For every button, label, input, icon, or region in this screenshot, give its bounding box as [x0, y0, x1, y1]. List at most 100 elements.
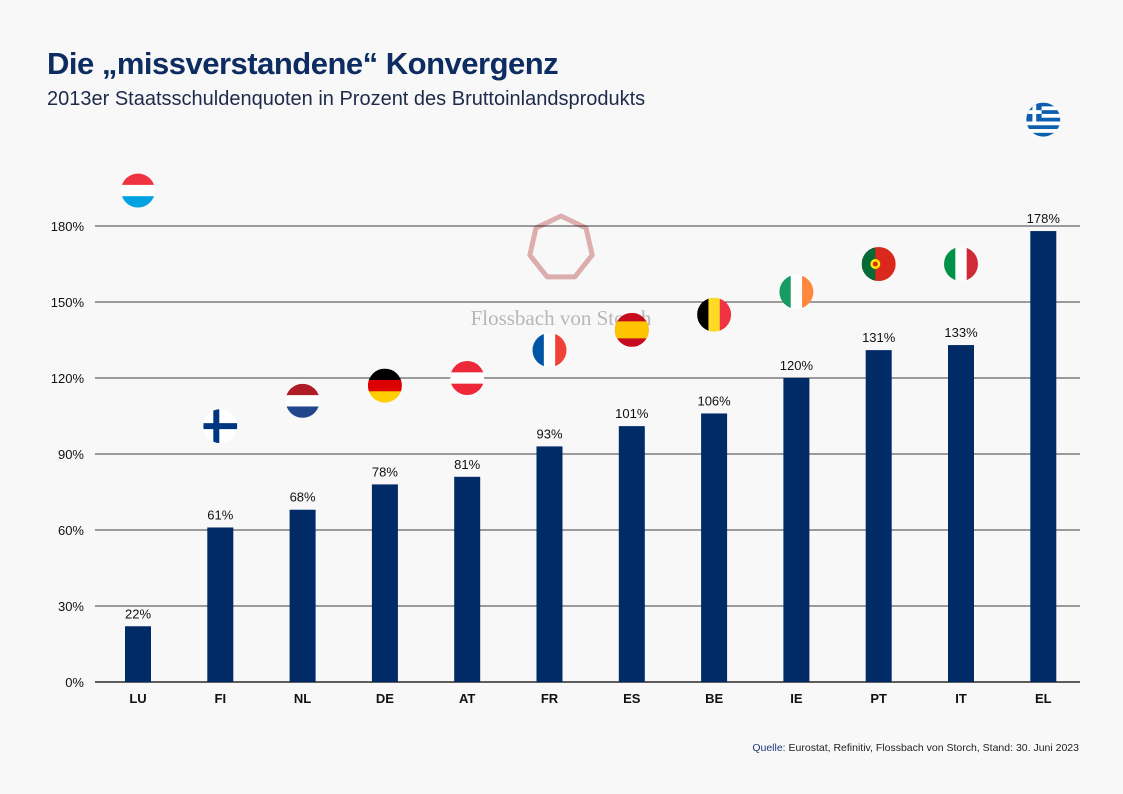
data-label: 81%: [454, 457, 480, 472]
flag-stripe: [285, 395, 320, 407]
flag-stripe: [1026, 110, 1061, 115]
flag-stripe: [719, 297, 732, 332]
flag-stripe: [285, 383, 320, 396]
bar-ES: [618, 426, 645, 682]
flag-stripe: [367, 391, 402, 403]
flag-stripe: [1026, 129, 1061, 134]
flag-stripe: [955, 247, 968, 281]
watermark: Flossbach von Storch: [471, 213, 652, 330]
x-tick-label: EL: [1035, 691, 1052, 706]
data-label: 133%: [944, 325, 978, 340]
flag-stripe: [790, 274, 803, 309]
flag-cross: [203, 423, 238, 430]
flag-stripe: [708, 297, 721, 332]
flag-stripe: [1026, 106, 1061, 111]
data-label: 101%: [615, 406, 649, 421]
luxembourg-flag-icon: [121, 173, 155, 208]
bar-IT: [948, 345, 974, 682]
bar-AT: [454, 476, 481, 682]
chart-subtitle: 2013er Staatsschuldenquoten in Prozent d…: [47, 88, 646, 110]
flag-stripe: [121, 196, 155, 208]
flag-cross: [1032, 102, 1037, 122]
flag-stripe: [121, 173, 155, 186]
x-tick-label: PT: [870, 691, 887, 706]
x-tick-label: DE: [376, 691, 394, 706]
source-text: Eurostat, Refinitiv, Flossbach von Storc…: [785, 742, 1079, 754]
y-tick-label: 0%: [65, 675, 84, 690]
flag-stripe: [1026, 102, 1061, 107]
bar-BE: [701, 413, 728, 682]
x-tick-label: NL: [294, 691, 311, 706]
flag-stripe: [367, 368, 402, 381]
data-label: 178%: [1027, 211, 1061, 226]
flag-stripe: [966, 247, 978, 281]
flag-stripe: [450, 361, 485, 373]
flag-cross: [213, 409, 220, 444]
bar-DE: [371, 484, 398, 682]
flag-stripe: [1026, 121, 1061, 126]
data-label: 120%: [780, 358, 814, 373]
x-tick-label: IT: [955, 691, 967, 706]
y-tick-label: 90%: [58, 447, 84, 462]
x-tick-label: IE: [790, 691, 803, 706]
bar-LU: [125, 626, 151, 682]
bar-FI: [207, 527, 234, 682]
flag-stripe: [1026, 113, 1061, 119]
austria-flag-icon: [450, 361, 485, 395]
data-label: 93%: [536, 426, 562, 441]
flag-stripe: [697, 297, 709, 332]
data-label: 61%: [207, 507, 233, 522]
greece-flag-icon: [1026, 102, 1061, 137]
flag-stripe: [555, 333, 567, 368]
flag-stripe: [450, 372, 485, 385]
y-tick-label: 180%: [51, 219, 85, 234]
flag-stripe: [1026, 125, 1061, 130]
x-tick-label: ES: [623, 691, 641, 706]
portugal-flag-icon: [861, 247, 896, 281]
ireland-flag-icon: [779, 274, 814, 309]
finland-flag-icon: [203, 409, 238, 444]
belgium-flag-icon: [697, 297, 732, 332]
watermark-logo: [527, 213, 595, 280]
bar-PT: [865, 350, 892, 682]
flag-stripe: [802, 274, 814, 309]
flag-stripe: [944, 247, 956, 281]
x-tick-label: LU: [129, 691, 146, 706]
france-flag-icon: [532, 333, 567, 368]
flag-stripe: [1026, 117, 1061, 122]
x-tick-label: AT: [459, 691, 475, 706]
flag-stripe: [779, 274, 792, 309]
y-tick-label: 30%: [58, 599, 84, 614]
flag-stripe: [543, 333, 556, 368]
netherlands-flag-icon: [285, 383, 320, 418]
data-label: 78%: [372, 464, 398, 479]
source-note: Quelle: Eurostat, Refinitiv, Flossbach v…: [752, 742, 1079, 754]
germany-flag-icon: [367, 368, 402, 403]
data-label: 22%: [125, 606, 151, 621]
data-label: 106%: [697, 393, 731, 408]
y-tick-label: 60%: [58, 523, 84, 538]
x-tick-label: BE: [705, 691, 723, 706]
x-tick-label: FI: [215, 691, 227, 706]
flag-stripe: [285, 406, 320, 418]
bar-FR: [536, 446, 563, 682]
data-label: 131%: [862, 330, 896, 345]
flag-stripe: [614, 321, 649, 339]
data-label: 68%: [290, 490, 316, 505]
bar-EL: [1030, 231, 1057, 683]
flag-stripe: [861, 247, 876, 281]
bar-NL: [289, 509, 316, 682]
source-prefix: Quelle:: [752, 742, 786, 754]
spain-flag-icon: [614, 312, 649, 347]
y-tick-label: 150%: [51, 295, 85, 310]
flag-stripe: [1026, 132, 1061, 137]
y-tick-label: 120%: [51, 371, 85, 386]
flag-stripe: [450, 383, 485, 395]
flag-emblem: [872, 261, 878, 267]
italy-flag-icon: [944, 247, 978, 281]
flag-stripe: [121, 184, 155, 197]
chart-title: Die „missverstandene“ Konvergenz: [47, 46, 559, 81]
bar-IE: [783, 378, 810, 682]
flag-stripe: [532, 333, 545, 368]
